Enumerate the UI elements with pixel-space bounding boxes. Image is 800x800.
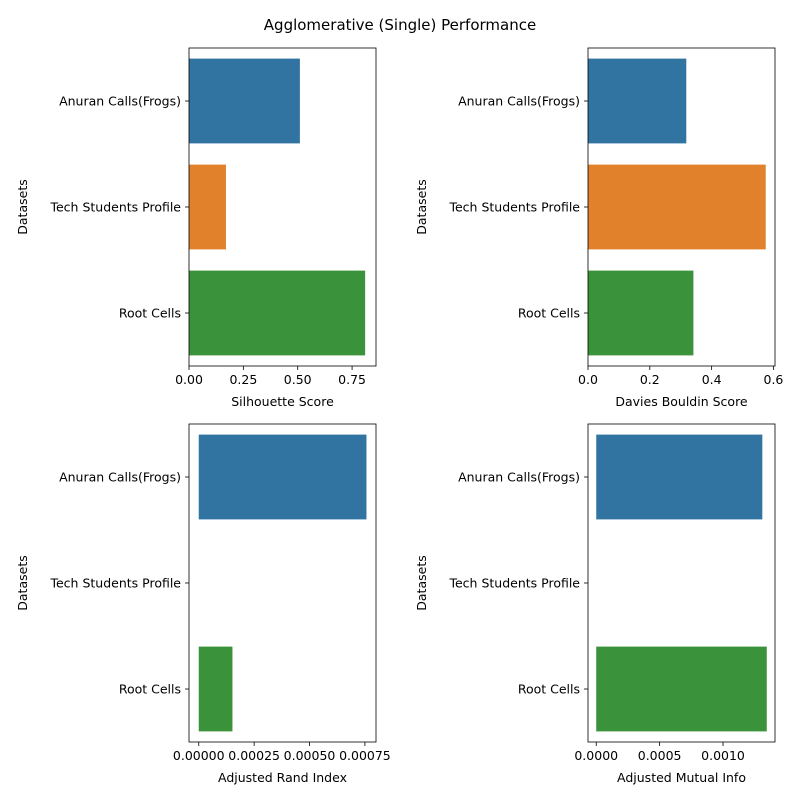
bar	[198, 434, 367, 520]
x-tick-label: 0.2	[640, 372, 660, 387]
x-axis-label: Adjusted Mutual Info	[617, 770, 746, 785]
bar	[189, 270, 366, 356]
x-tick-label: 0.00	[175, 372, 203, 387]
bar	[596, 434, 763, 520]
y-axis-label: Datasets	[414, 179, 429, 234]
subplot-1: Anuran Calls(Frogs) Tech Students Profile…	[15, 47, 377, 409]
x-tick-label: 0.0005	[638, 748, 682, 763]
x-tick-label: 0.00025	[228, 748, 280, 763]
y-tick-label: Anuran Calls(Frogs)	[59, 94, 181, 109]
subplot-2: Anuran Calls(Frogs) Tech Students Profile…	[414, 47, 784, 409]
y-tick-label: Anuran Calls(Frogs)	[59, 470, 181, 485]
y-axis-label: Datasets	[15, 555, 30, 610]
bar	[596, 646, 767, 732]
y-tick-label: Anuran Calls(Frogs)	[458, 94, 580, 109]
figure-title: Agglomerative (Single) Performance	[264, 16, 536, 34]
y-tick-label: Anuran Calls(Frogs)	[458, 470, 580, 485]
bar	[588, 58, 687, 144]
y-tick-label: Tech Students Profile	[448, 576, 580, 591]
bar	[189, 164, 226, 250]
y-axis-label: Datasets	[15, 179, 30, 234]
x-tick-label: 0.4	[702, 372, 722, 387]
x-tick-label: 0.0010	[701, 748, 745, 763]
y-tick-label: Root Cells	[119, 306, 181, 321]
y-tick-label: Root Cells	[518, 306, 580, 321]
x-tick-label: 0.25	[229, 372, 257, 387]
bar	[198, 646, 233, 732]
x-tick-label: 0.0000	[574, 748, 618, 763]
x-tick-label: 0.00050	[284, 748, 336, 763]
y-tick-label: Tech Students Profile	[49, 576, 181, 591]
x-tick-label: 0.00075	[339, 748, 391, 763]
y-tick-label: Tech Students Profile	[49, 200, 181, 215]
x-tick-label: 0.00000	[173, 748, 225, 763]
y-tick-label: Root Cells	[518, 682, 580, 697]
x-axis-label: Silhouette Score	[231, 394, 334, 409]
bar	[588, 270, 694, 356]
x-tick-label: 0.75	[338, 372, 366, 387]
x-tick-label: 0.6	[764, 372, 784, 387]
x-axis-label: Davies Bouldin Score	[615, 394, 748, 409]
bar	[189, 58, 300, 144]
bar	[588, 164, 766, 250]
y-tick-label: Tech Students Profile	[448, 200, 580, 215]
x-tick-label: 0.0	[578, 372, 598, 387]
subplot-4: Anuran Calls(Frogs) Tech Students Profile…	[414, 423, 776, 785]
x-axis-label: Adjusted Rand Index	[218, 770, 347, 785]
subplot-3: Anuran Calls(Frogs) Tech Students Profile…	[15, 423, 391, 785]
y-tick-label: Root Cells	[119, 682, 181, 697]
x-tick-label: 0.50	[284, 372, 312, 387]
y-axis-label: Datasets	[414, 555, 429, 610]
